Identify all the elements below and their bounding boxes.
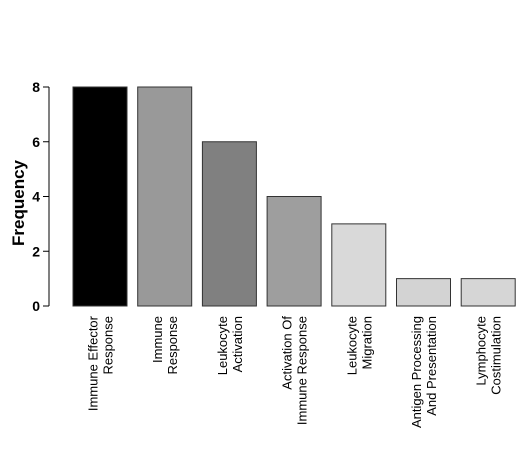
bar: [266, 196, 322, 307]
x-category-label-line: And Presentation: [424, 316, 439, 416]
x-category-label-line: Migration: [359, 316, 374, 369]
y-axis-title: Frequency: [9, 159, 28, 246]
bar: [137, 86, 193, 307]
y-tick-label: 6: [32, 134, 40, 150]
x-category-label-line: Antigen Processing: [409, 316, 424, 428]
x-category-label-line: Response: [101, 316, 116, 375]
y-axis: 0 2 4 6 8: [32, 79, 50, 314]
x-category-label-line: Costimulation: [489, 316, 504, 395]
x-category-label-line: Lymphocyte: [474, 316, 489, 386]
bar: [460, 278, 516, 307]
x-category-label: Immune Effector Response: [86, 315, 116, 411]
y-tick-label: 4: [32, 189, 40, 205]
bar: [396, 278, 451, 307]
x-category-label: Immune Response: [150, 316, 180, 375]
x-category-label: Leukocyte Activation: [215, 316, 245, 375]
bar: [72, 86, 128, 307]
y-tick-label: 8: [32, 79, 40, 95]
x-category-label: Lymphocyte Costimulation: [474, 316, 504, 395]
x-category-label-line: Leukocyte: [215, 316, 230, 375]
bar: [201, 141, 257, 307]
x-category-label: Leukocyte Migration: [344, 316, 374, 375]
x-category-label: Activation Of Immune Response: [280, 316, 310, 426]
bars: [72, 86, 516, 307]
x-category-label-line: Immune: [150, 316, 165, 363]
x-category-label-line: Immune Effector: [86, 315, 101, 411]
x-category-label-line: Leukocyte: [344, 316, 359, 375]
x-category-label-line: Response: [165, 316, 180, 375]
x-category-label-line: Activation Of: [280, 316, 295, 390]
x-axis-labels: Immune Effector Response Immune Response Leu…: [86, 315, 504, 428]
x-category-label-line: Immune Response: [295, 316, 310, 425]
bar: [331, 223, 387, 307]
x-category-label-line: Activation: [230, 316, 245, 372]
y-tick-label: 2: [32, 243, 40, 259]
y-tick-label: 0: [32, 298, 40, 314]
x-category-label: Antigen Processing And Presentation: [409, 316, 439, 428]
